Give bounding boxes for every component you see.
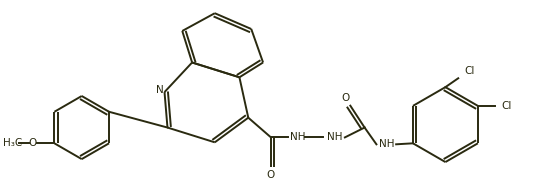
Text: O: O (342, 93, 350, 103)
Text: O: O (29, 138, 37, 148)
Text: NH: NH (290, 132, 305, 142)
Text: Cl: Cl (464, 66, 474, 76)
Text: NH: NH (327, 132, 343, 142)
Text: H₃C: H₃C (3, 138, 23, 148)
Text: N: N (156, 85, 164, 95)
Text: Cl: Cl (501, 101, 512, 111)
Text: NH: NH (378, 139, 394, 149)
Text: O: O (267, 170, 275, 180)
